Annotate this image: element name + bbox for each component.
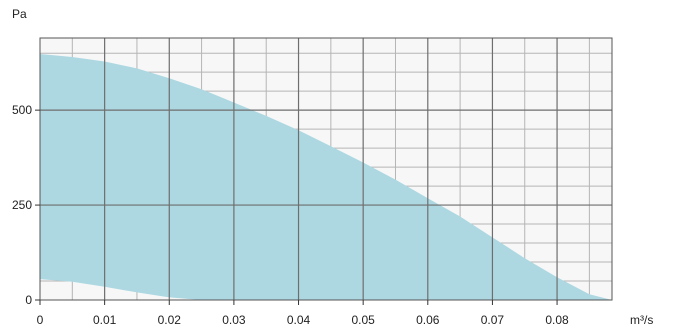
plot-frame [39, 37, 613, 301]
x-tick-label: 0.02 [158, 313, 182, 327]
x-axis-ticks: 0 0.01 0.02 0.03 0.04 0.05 0.06 0.07 0.08 [37, 300, 569, 327]
x-tick-label: 0.07 [481, 313, 505, 327]
x-tick-label: 0.06 [416, 313, 440, 327]
y-tick-label: 500 [12, 103, 32, 117]
y-tick-label: 0 [25, 293, 32, 307]
operating-area [40, 53, 612, 300]
x-tick-label: 0.05 [351, 313, 375, 327]
y-tick-label: 250 [12, 198, 32, 212]
x-tick-label: 0 [37, 313, 44, 327]
y-axis-label: Pa [12, 7, 27, 21]
x-tick-label: 0.03 [222, 313, 246, 327]
x-axis-label: m³/s [630, 313, 653, 327]
x-tick-label: 0.01 [93, 313, 117, 327]
major-grid [40, 38, 612, 300]
x-tick-label: 0.08 [545, 313, 569, 327]
x-tick-label: 0.04 [287, 313, 311, 327]
y-axis-ticks: 0 250 500 [12, 103, 40, 307]
